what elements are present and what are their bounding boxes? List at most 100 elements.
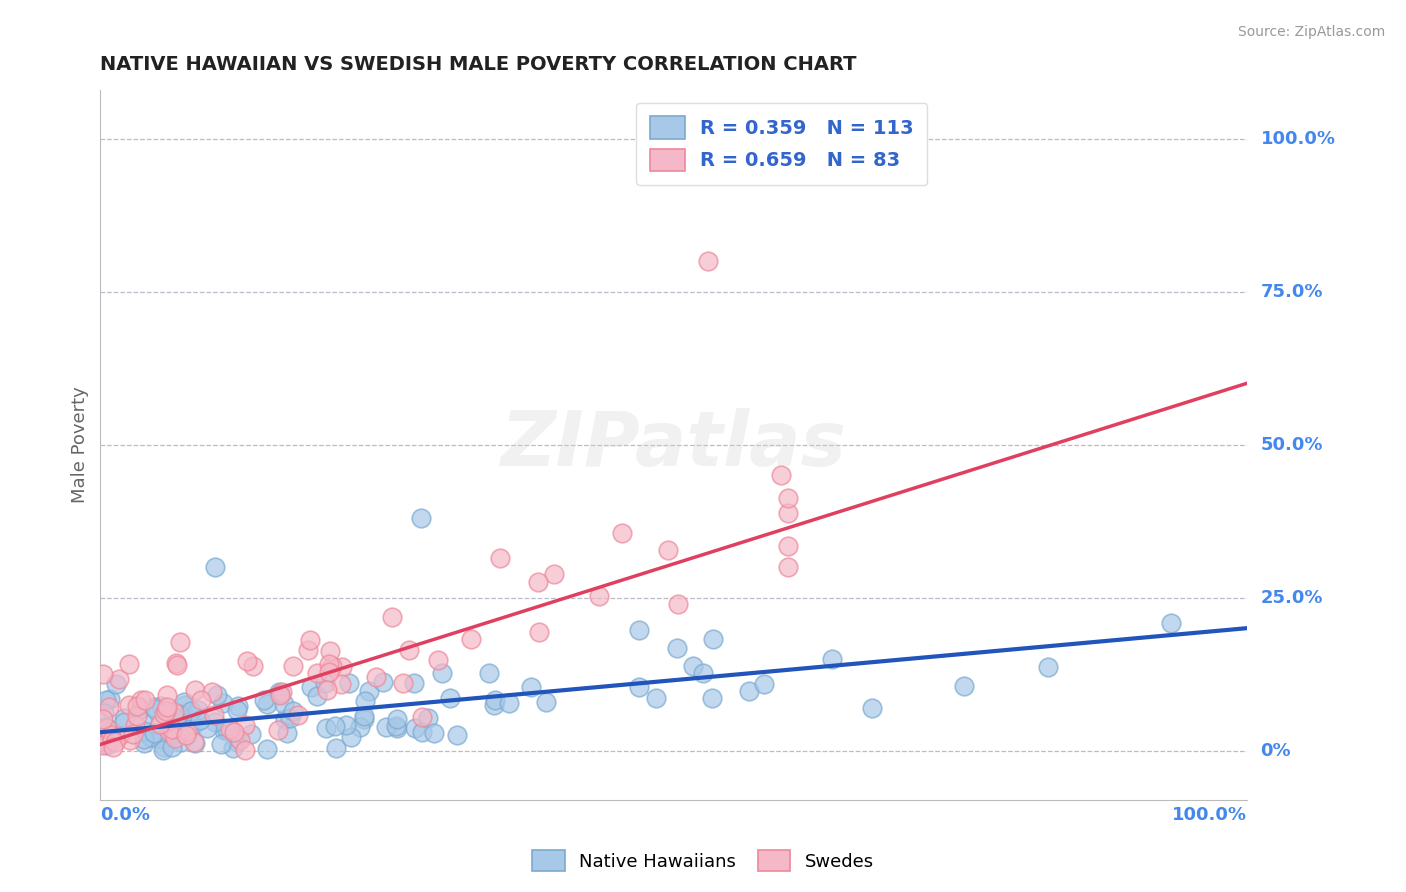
Legend: Native Hawaiians, Swedes: Native Hawaiians, Swedes [524,843,882,879]
Point [148,717,170,731]
Point [173,695,195,709]
Point [752,677,775,691]
Point [160,739,183,754]
Point [163,707,186,722]
Point [93,738,115,752]
Point [163,731,186,745]
Point [411,511,433,525]
Point [163,706,186,720]
Point [702,632,724,647]
Point [174,698,197,713]
Point [176,724,198,739]
Point [446,728,468,742]
Point [273,697,295,711]
Point [129,702,152,716]
Point [315,683,337,698]
Point [149,717,172,731]
Point [692,666,714,681]
Point [190,713,212,727]
Point [235,743,257,757]
Point [349,720,371,734]
Point [98,691,121,706]
Text: 100.0%: 100.0% [1171,805,1247,823]
Point [588,590,610,604]
Point [657,543,679,558]
Point [299,632,322,647]
Point [152,739,174,754]
Point [287,708,309,723]
Point [155,704,177,718]
Point [156,688,179,702]
Point [402,676,425,690]
Point [696,254,718,268]
Point [94,729,117,743]
Point [236,654,259,668]
Point [543,566,565,581]
Point [209,737,232,751]
Point [160,726,183,740]
Point [387,721,409,735]
Point [125,709,148,723]
Point [281,704,304,718]
Point [682,659,704,673]
Point [212,723,235,737]
Point [225,702,247,716]
Point [392,676,415,690]
Point [143,701,166,715]
Point [778,491,800,505]
Point [104,735,127,749]
Point [211,697,233,711]
Point [100,733,122,747]
Point [120,732,142,747]
Point [201,685,224,699]
Text: 25.0%: 25.0% [1260,589,1323,607]
Point [269,687,291,701]
Point [297,643,319,657]
Point [339,730,361,744]
Point [160,722,183,736]
Point [142,726,165,740]
Point [404,722,426,736]
Text: 100.0%: 100.0% [1260,129,1336,147]
Point [184,736,207,750]
Point [134,736,156,750]
Point [366,670,388,684]
Point [307,665,329,680]
Point [953,679,976,693]
Point [325,741,347,756]
Point [202,708,225,723]
Y-axis label: Male Poverty: Male Poverty [72,386,89,503]
Point [702,691,724,706]
Point [478,665,501,680]
Point [411,725,433,739]
Point [354,693,377,707]
Point [184,682,207,697]
Point [131,714,153,729]
Point [90,734,112,748]
Point [520,680,543,694]
Point [315,721,337,735]
Point [256,742,278,756]
Point [170,734,193,748]
Point [94,734,117,748]
Point [94,720,117,734]
Point [307,689,329,703]
Point [153,707,176,722]
Text: 50.0%: 50.0% [1260,435,1323,453]
Text: 0%: 0% [1260,741,1291,760]
Point [283,659,305,673]
Point [314,676,336,690]
Point [299,680,322,694]
Point [488,551,510,566]
Point [778,560,800,574]
Point [139,730,162,744]
Point [427,653,450,667]
Point [112,711,135,725]
Point [122,726,145,740]
Legend: R = 0.359   N = 113, R = 0.659   N = 83: R = 0.359 N = 113, R = 0.659 N = 83 [636,103,928,185]
Point [226,730,249,744]
Point [357,684,380,698]
Point [222,724,245,739]
Text: 75.0%: 75.0% [1260,283,1323,301]
Point [183,735,205,749]
